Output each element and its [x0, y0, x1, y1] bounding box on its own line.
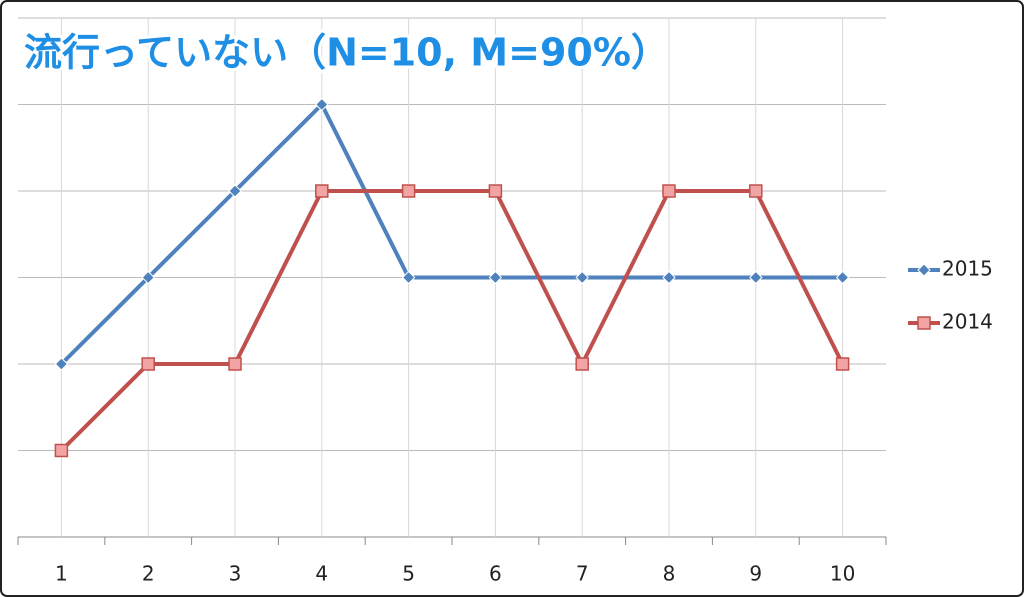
- marker: [228, 357, 242, 371]
- marker: [835, 270, 850, 285]
- marker: [662, 184, 676, 198]
- x-tick-label: 4: [315, 562, 328, 586]
- x-tick-label: 3: [229, 562, 242, 586]
- x-tick-label: 2: [142, 562, 155, 586]
- marker: [835, 357, 850, 371]
- marker: [749, 184, 763, 198]
- series: 2014: [54, 184, 993, 458]
- x-tick-label: 6: [489, 562, 502, 586]
- marker: [315, 97, 329, 112]
- x-tick-label: 9: [749, 562, 762, 586]
- x-tick-label: 7: [576, 562, 589, 586]
- marker: [54, 357, 69, 371]
- marker: [54, 443, 69, 458]
- legend-label: 2014: [942, 310, 993, 334]
- line: [59, 102, 843, 366]
- x-tick-label: 10: [830, 562, 855, 586]
- marker: [488, 270, 503, 285]
- marker: [401, 184, 416, 198]
- legend-marker: [917, 263, 931, 277]
- legend-label: 2015: [942, 257, 993, 281]
- x-tick-label: 1: [55, 562, 68, 586]
- x-tick-label: 5: [402, 562, 415, 586]
- marker: [401, 270, 416, 285]
- x-tick-label: 8: [663, 562, 676, 586]
- marker: [575, 270, 589, 285]
- marker: [488, 184, 503, 198]
- marker: [749, 270, 763, 285]
- marker: [315, 184, 329, 198]
- marker: [141, 357, 155, 371]
- legend-marker: [917, 316, 931, 330]
- line: [59, 189, 845, 452]
- chart-title: 流行っていない（N=10, M=90%）: [24, 31, 669, 75]
- marker: [575, 357, 589, 371]
- marker: [662, 270, 676, 285]
- series: 2015: [54, 97, 993, 371]
- marker: [228, 184, 242, 198]
- marker: [141, 270, 155, 285]
